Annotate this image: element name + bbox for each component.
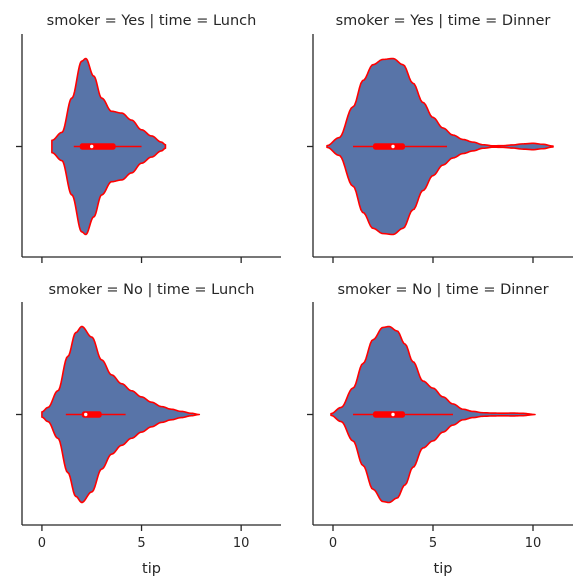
x-tick-label: 10 — [233, 536, 250, 551]
panel-title: smoker = No | time = Dinner — [337, 282, 548, 298]
x-tick-label: 5 — [429, 536, 437, 551]
iqr-box — [81, 411, 102, 418]
facet-panel-yes-lunch: smoker = Yes | time = Lunch — [16, 13, 281, 263]
iqr-box — [373, 143, 405, 150]
median-marker — [391, 144, 395, 149]
x-tick-label: 5 — [137, 536, 145, 551]
median-marker — [90, 144, 94, 149]
x-tick-label: 0 — [38, 536, 46, 551]
x-axis-label: tip — [142, 561, 161, 577]
iqr-box — [373, 411, 405, 418]
facet-panel-no-lunch: smoker = No | time = Lunch 0 5 10 tip — [16, 282, 281, 577]
x-tick-label: 10 — [525, 536, 542, 551]
median-marker — [84, 412, 88, 417]
panel-title: smoker = No | time = Lunch — [49, 282, 255, 298]
panel-title: smoker = Yes | time = Lunch — [47, 13, 257, 29]
iqr-box — [79, 143, 116, 150]
x-axis-label: tip — [434, 561, 453, 577]
x-tick-label: 0 — [329, 536, 337, 551]
panel-title: smoker = Yes | time = Dinner — [336, 13, 551, 29]
facet-panel-no-dinner: smoker = No | time = Dinner 0 5 10 tip — [307, 282, 573, 577]
median-marker — [391, 412, 395, 417]
facet-panel-yes-dinner: smoker = Yes | time = Dinner — [307, 13, 573, 263]
